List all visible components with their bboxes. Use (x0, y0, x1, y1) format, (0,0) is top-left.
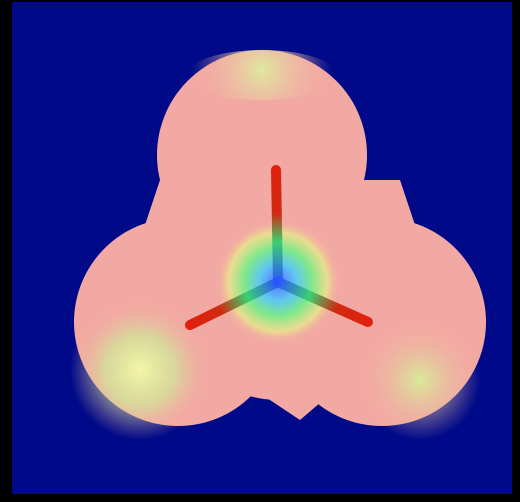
viewport (0, 0, 520, 502)
bond-top (276, 170, 278, 282)
body (0, 0, 520, 502)
page: {} html, body { margin: 0; padding: 0; w… (0, 0, 520, 502)
shade-top (187, 50, 337, 100)
shade-right (360, 320, 480, 440)
